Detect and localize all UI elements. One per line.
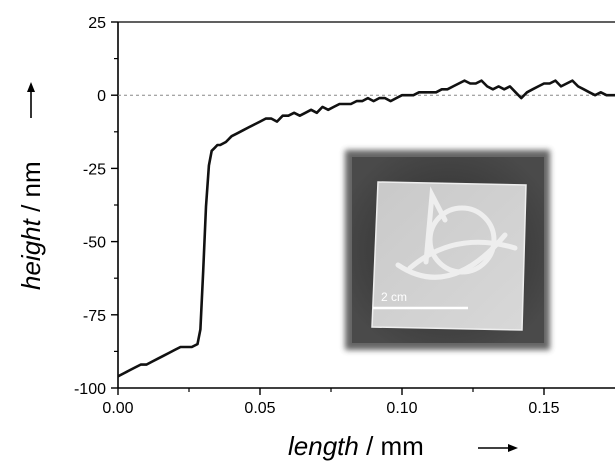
y-tick-label: -25 <box>83 161 106 178</box>
y-tick-label: 0 <box>97 88 106 105</box>
y-tick-label: 25 <box>88 15 106 32</box>
x-axis-arrow <box>478 444 518 452</box>
y-tick-label: -100 <box>74 381 106 398</box>
y-axis-title-unit: / nm <box>16 161 46 219</box>
x-tick-label: 0.15 <box>528 400 559 417</box>
x-tick-label: 0.00 <box>102 400 133 417</box>
x-tick-label: 0.10 <box>386 400 417 417</box>
x-axis-title-unit: / mm <box>359 431 424 461</box>
logo-icon <box>395 186 518 280</box>
height-profile-line <box>118 79 615 378</box>
inset-photo: 2 cm <box>345 150 550 350</box>
y-axis-ticks: 25 0 -25 -50 -75 -100 <box>74 15 118 398</box>
y-tick-label: -50 <box>83 235 106 252</box>
x-axis-title-quantity: length <box>288 431 359 461</box>
x-axis-title: length / mm <box>288 431 424 461</box>
y-axis-title: height / nm <box>16 161 46 290</box>
y-axis-arrow <box>27 82 35 118</box>
series-group <box>118 79 615 378</box>
scale-bar-label: 2 cm <box>381 290 407 304</box>
y-tick-label: -75 <box>83 308 106 325</box>
y-axis-title-quantity: height <box>16 217 46 290</box>
x-axis-ticks: 0.00 0.05 0.10 0.15 <box>102 388 560 417</box>
x-tick-label: 0.05 <box>244 400 275 417</box>
